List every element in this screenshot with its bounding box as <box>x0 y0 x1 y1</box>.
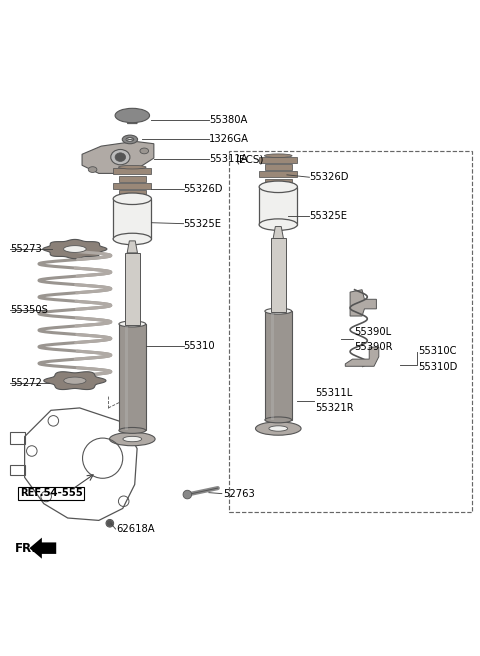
Ellipse shape <box>119 165 146 169</box>
Polygon shape <box>259 157 298 163</box>
Polygon shape <box>29 538 56 559</box>
Polygon shape <box>264 164 292 170</box>
Polygon shape <box>43 239 107 258</box>
Polygon shape <box>259 171 298 177</box>
Text: 55380A: 55380A <box>209 115 247 125</box>
Ellipse shape <box>126 138 134 141</box>
Polygon shape <box>64 377 86 384</box>
Polygon shape <box>271 239 286 312</box>
Ellipse shape <box>259 219 298 230</box>
Text: 55326D: 55326D <box>183 184 223 194</box>
Text: 52763: 52763 <box>223 489 254 499</box>
Text: 55390L: 55390L <box>354 327 391 337</box>
Polygon shape <box>64 245 86 253</box>
Ellipse shape <box>113 234 152 245</box>
Text: REF.54-555: REF.54-555 <box>20 488 83 498</box>
Ellipse shape <box>255 422 301 435</box>
Text: FR.: FR. <box>15 542 37 555</box>
Circle shape <box>107 520 113 526</box>
Text: 55390R: 55390R <box>354 342 393 352</box>
Ellipse shape <box>106 520 114 527</box>
Polygon shape <box>113 169 152 174</box>
Polygon shape <box>127 241 137 253</box>
Polygon shape <box>345 347 379 366</box>
Ellipse shape <box>115 153 126 161</box>
Ellipse shape <box>269 426 288 431</box>
Text: 55310: 55310 <box>183 341 215 351</box>
Polygon shape <box>273 226 284 239</box>
Text: 55325E: 55325E <box>183 218 222 229</box>
Text: 55311L: 55311L <box>315 388 352 398</box>
Ellipse shape <box>264 154 292 157</box>
Text: 55321R: 55321R <box>315 403 354 413</box>
Polygon shape <box>350 290 376 316</box>
Polygon shape <box>113 199 152 239</box>
Ellipse shape <box>119 428 146 434</box>
Polygon shape <box>119 324 146 430</box>
Text: 55310D: 55310D <box>418 361 457 371</box>
Ellipse shape <box>113 193 152 205</box>
Ellipse shape <box>119 321 146 327</box>
Ellipse shape <box>123 436 142 441</box>
Polygon shape <box>125 253 140 325</box>
Text: 1326GA: 1326GA <box>209 134 249 144</box>
Ellipse shape <box>265 308 292 314</box>
Text: 55273: 55273 <box>10 244 42 254</box>
Polygon shape <box>265 311 292 420</box>
Ellipse shape <box>259 181 298 193</box>
Polygon shape <box>113 183 152 189</box>
Polygon shape <box>128 115 137 123</box>
Text: (ECS): (ECS) <box>235 155 264 165</box>
Ellipse shape <box>265 417 292 423</box>
Polygon shape <box>271 311 274 420</box>
Polygon shape <box>264 178 292 184</box>
Text: 55311A: 55311A <box>209 154 248 164</box>
Text: 62618A: 62618A <box>117 524 155 534</box>
Polygon shape <box>82 141 154 173</box>
Ellipse shape <box>115 108 150 123</box>
Ellipse shape <box>122 135 138 144</box>
Ellipse shape <box>109 432 155 445</box>
Polygon shape <box>125 324 128 430</box>
Text: 55350S: 55350S <box>10 305 48 315</box>
Polygon shape <box>119 190 146 196</box>
Polygon shape <box>44 372 106 390</box>
Text: 55325E: 55325E <box>310 211 348 220</box>
Ellipse shape <box>140 148 149 154</box>
Polygon shape <box>259 187 298 224</box>
Circle shape <box>183 490 192 499</box>
Ellipse shape <box>88 167 97 173</box>
Ellipse shape <box>111 150 130 165</box>
Text: 55310C: 55310C <box>418 346 456 356</box>
Text: 55326D: 55326D <box>310 173 349 182</box>
Polygon shape <box>119 176 146 182</box>
Text: 55272: 55272 <box>10 378 42 388</box>
